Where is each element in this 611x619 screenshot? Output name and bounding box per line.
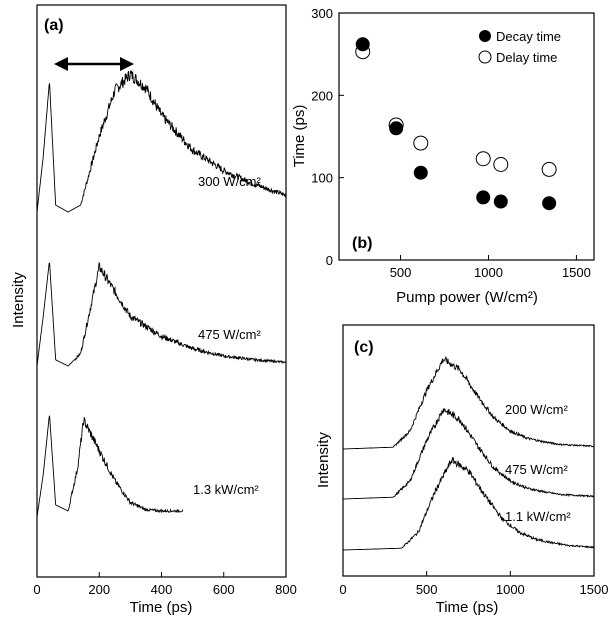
b-ytick-label: 100 bbox=[311, 171, 333, 186]
panel-b-frame bbox=[338, 12, 595, 261]
trace-c-0 bbox=[343, 457, 595, 551]
a-xtick-label: 400 bbox=[151, 582, 173, 597]
trace-a-2 bbox=[36, 70, 287, 213]
b-xtick-label: 500 bbox=[390, 265, 412, 280]
panel-a-label: (a) bbox=[44, 17, 64, 34]
c-xtick-label: 1500 bbox=[580, 582, 609, 597]
c-xtick-label: 1000 bbox=[496, 582, 525, 597]
legend-marker-decay bbox=[479, 30, 491, 42]
legend-decay: Decay time bbox=[496, 29, 561, 44]
panel-a-xticks: 0 200 400 600 800 bbox=[33, 572, 297, 597]
panel-a-xlabel: Time (ps) bbox=[130, 599, 193, 616]
decay-point bbox=[413, 165, 428, 180]
panel-a-ylabel: Intensity bbox=[10, 272, 27, 328]
panel-c-label: (c) bbox=[354, 339, 374, 356]
delay-point bbox=[541, 161, 557, 177]
panel-b-xlabel: Pump power (W/cm²) bbox=[396, 289, 538, 306]
panel-b-points bbox=[355, 37, 557, 211]
panel-c-xticks: 0 500 1000 1500 bbox=[339, 571, 608, 597]
delay-point bbox=[413, 135, 429, 151]
c-xtick-label: 0 bbox=[339, 582, 346, 597]
legend-delay: Delay time bbox=[496, 50, 557, 65]
trace-c-2 bbox=[343, 355, 595, 450]
panel-c-traces bbox=[343, 355, 595, 551]
decay-point bbox=[493, 194, 508, 209]
trace-label-475c: 475 W/cm² bbox=[505, 462, 569, 477]
decay-point bbox=[476, 190, 491, 205]
legend-marker-delay bbox=[478, 50, 492, 64]
trace-label-200: 200 W/cm² bbox=[505, 402, 569, 417]
panel-c-ylabel: Intensity bbox=[315, 432, 332, 488]
panel-b-ylabel: Time (ps) bbox=[291, 105, 308, 168]
b-ytick-label: 0 bbox=[326, 253, 333, 268]
trace-label-475: 475 W/cm² bbox=[198, 327, 262, 342]
a-xtick-label: 0 bbox=[33, 582, 40, 597]
trace-label-300: 300 W/cm² bbox=[198, 174, 262, 189]
delay-point bbox=[493, 156, 509, 172]
b-ytick-label: 200 bbox=[311, 88, 333, 103]
trace-a-0 bbox=[36, 414, 184, 518]
b-xtick-label: 1500 bbox=[562, 265, 591, 280]
panel-a-traces bbox=[36, 70, 287, 518]
panel-b-legend: Decay time Delay time bbox=[478, 29, 561, 65]
trace-c-1 bbox=[343, 408, 595, 500]
decay-point bbox=[542, 196, 557, 211]
a-xtick-label: 800 bbox=[275, 582, 297, 597]
trace-a-1 bbox=[36, 261, 287, 367]
a-xtick-label: 200 bbox=[88, 582, 110, 597]
c-xtick-label: 500 bbox=[416, 582, 438, 597]
panel-b-ticks: 500 1000 1500 0 100 200 300 bbox=[311, 6, 591, 280]
delay-arrow bbox=[54, 57, 134, 71]
delay-point bbox=[475, 151, 491, 167]
a-xtick-label: 600 bbox=[213, 582, 235, 597]
panel-c-frame bbox=[342, 324, 595, 577]
trace-label-1-3k: 1.3 kW/cm² bbox=[193, 482, 259, 497]
b-xtick-label: 1000 bbox=[474, 265, 503, 280]
decay-point bbox=[389, 121, 404, 136]
trace-label-1-1k: 1.1 kW/cm² bbox=[505, 509, 571, 524]
panel-b-label: (b) bbox=[352, 235, 372, 252]
b-ytick-label: 300 bbox=[311, 6, 333, 21]
panel-c-xlabel: Time (ps) bbox=[436, 599, 499, 616]
decay-point bbox=[355, 37, 370, 52]
